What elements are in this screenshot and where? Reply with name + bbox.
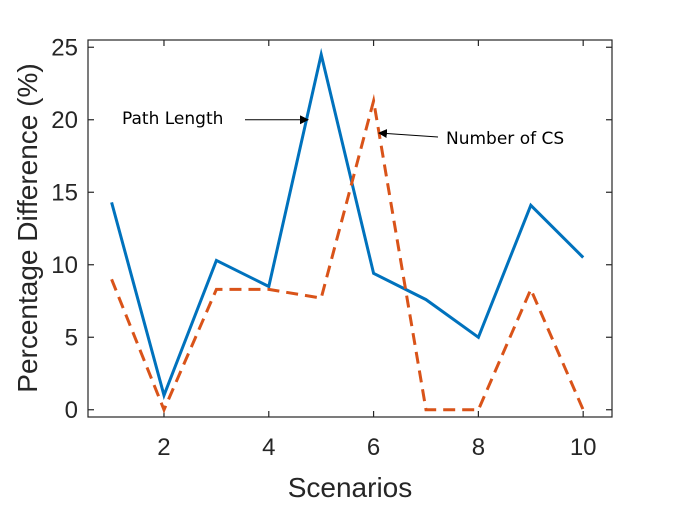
y-tick-label: 15 (51, 179, 78, 206)
x-tick-label: 10 (570, 434, 597, 461)
x-tick-label: 2 (157, 434, 170, 461)
annotation-path-length: Path Length (122, 109, 223, 129)
y-tick-label: 5 (65, 324, 78, 351)
series-line-2 (110, 93, 585, 414)
y-axis-label: Percentage Difference (%) (12, 63, 43, 392)
y-tick-label: 25 (51, 34, 78, 61)
annotation-layer: Path Length Number of CS (122, 109, 564, 149)
series-line-1 (110, 47, 585, 401)
x-axis-label: Scenarios (288, 472, 413, 503)
axes: 2 4 6 8 10 0 5 10 15 20 25 (51, 34, 613, 461)
annotation-arrow-number-of-cs (377, 129, 439, 139)
y-tick-label: 20 (51, 107, 78, 134)
y-tick-label: 10 (51, 252, 78, 279)
y-tick-label: 0 (65, 397, 78, 424)
x-tick-label: 4 (262, 434, 275, 461)
plot-area (88, 40, 612, 417)
x-tick-label: 8 (472, 434, 485, 461)
x-tick-label: 6 (367, 434, 380, 461)
axes-box (87, 39, 613, 418)
annotation-number-of-cs: Number of CS (446, 129, 564, 149)
series-layer (110, 47, 585, 414)
